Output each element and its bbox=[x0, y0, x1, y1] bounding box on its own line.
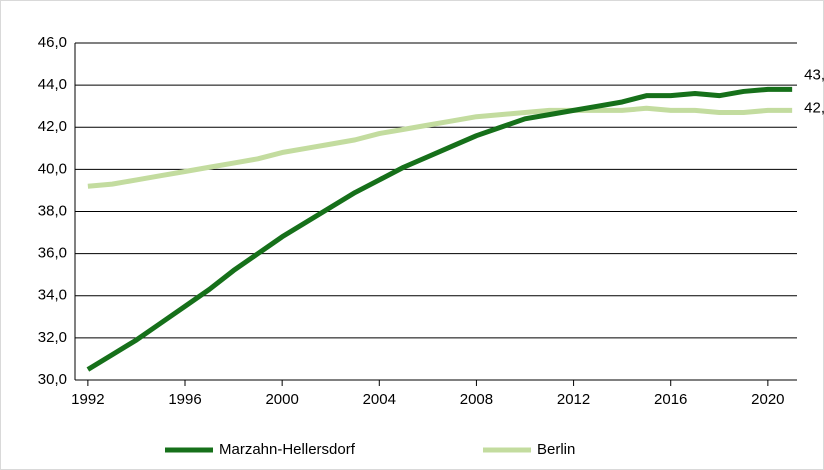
y-tick-label: 44,0 bbox=[38, 76, 67, 93]
y-tick-label: 36,0 bbox=[38, 245, 67, 262]
x-tick-label: 2000 bbox=[265, 391, 298, 408]
y-tick-label: 32,0 bbox=[38, 329, 67, 346]
legend-label: Marzahn-Hellersdorf bbox=[219, 441, 356, 458]
x-tick-label: 2004 bbox=[363, 391, 396, 408]
y-tick-label: 40,0 bbox=[38, 160, 67, 177]
y-tick-label: 38,0 bbox=[38, 202, 67, 219]
legend-label: Berlin bbox=[537, 441, 575, 458]
x-tick-label: 1992 bbox=[71, 391, 104, 408]
data-label: 42,8 bbox=[804, 99, 824, 116]
series-line bbox=[86, 86, 793, 372]
y-tick-label: 46,0 bbox=[38, 34, 67, 51]
y-tick-label: 42,0 bbox=[38, 118, 67, 135]
y-tick-label: 30,0 bbox=[38, 371, 67, 388]
series-line bbox=[87, 105, 793, 189]
x-tick-label: 2020 bbox=[751, 391, 784, 408]
data-label: 43,8 bbox=[804, 66, 824, 83]
x-tick-label: 2012 bbox=[557, 391, 590, 408]
y-tick-label: 34,0 bbox=[38, 287, 67, 304]
x-tick-label: 2016 bbox=[654, 391, 687, 408]
x-tick-label: 2008 bbox=[460, 391, 493, 408]
x-tick-label: 1996 bbox=[168, 391, 201, 408]
